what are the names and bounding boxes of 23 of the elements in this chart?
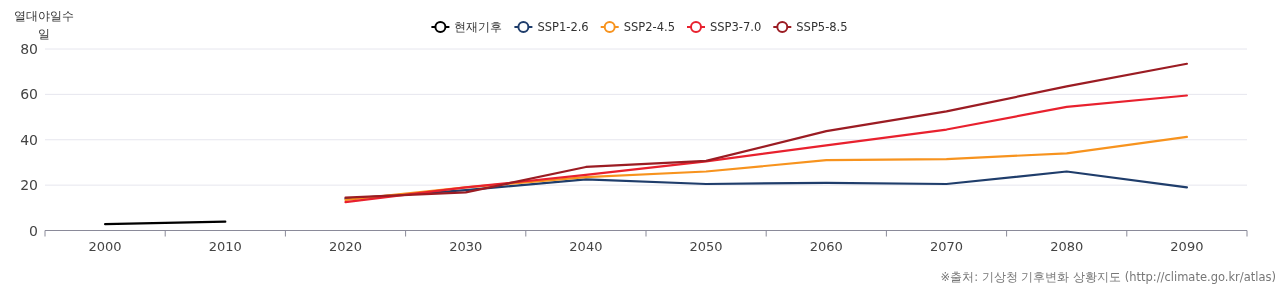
- x-tick-label: 2090: [1170, 239, 1204, 254]
- x-tick-label: 2070: [929, 239, 964, 254]
- legend-label: SSP2-4.5: [623, 20, 675, 34]
- x-tick-label: 2010: [208, 239, 242, 254]
- y-tick-label: 0: [29, 222, 38, 239]
- x-tick-label: 2060: [809, 239, 843, 254]
- x-tick-label: 2080: [1050, 239, 1084, 254]
- x-tick-label: 2020: [328, 239, 363, 254]
- x-tick-label: 2050: [689, 239, 723, 254]
- text: ※출처: 기상청 기후변화 상황지도 (http://climate.go.kr/atlas): [940, 270, 1276, 284]
- y-axis-title: 열대야일수: [14, 9, 74, 23]
- y-tick-label: 80: [20, 41, 38, 57]
- legend-label: SSP3-7.0: [709, 20, 762, 34]
- legend-label: SSP5-8.5: [796, 20, 848, 34]
- y-tick-label: 20: [20, 177, 38, 194]
- x-tick-label: 2000: [88, 239, 122, 254]
- legend-label: 현재기후: [454, 20, 503, 34]
- y-tick-label: 40: [20, 131, 38, 148]
- x-tick-label: 2040: [569, 239, 603, 254]
- x-tick-label: 2030: [449, 239, 483, 254]
- text: 일: [38, 27, 50, 41]
- legend-label: SSP1-2.6: [537, 20, 589, 34]
- y-tick-label: 60: [20, 86, 38, 103]
